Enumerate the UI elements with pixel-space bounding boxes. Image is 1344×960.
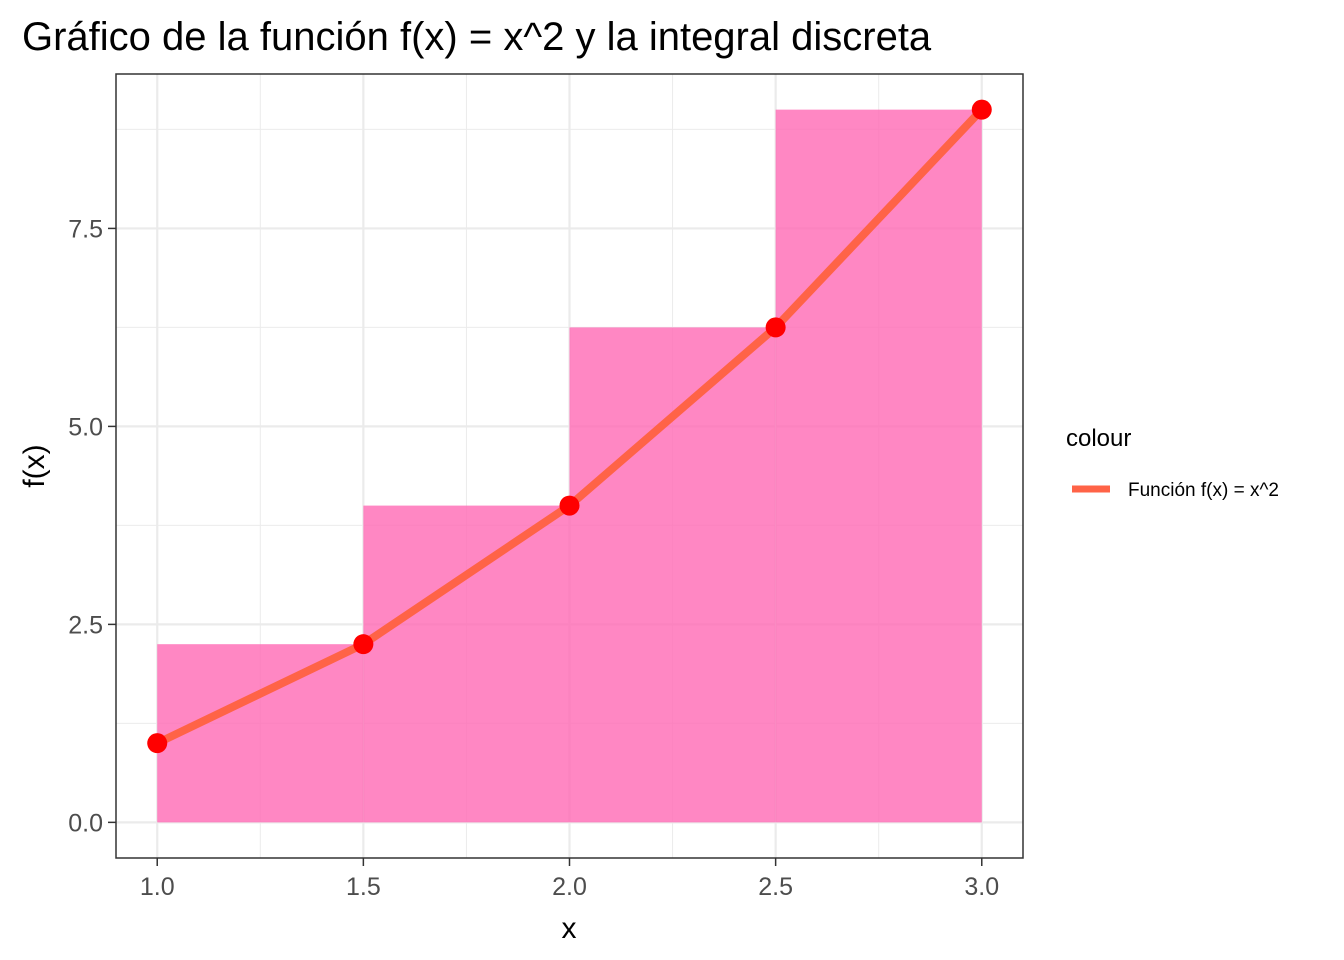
data-point (559, 495, 580, 516)
plot-panel (115, 73, 1024, 859)
x-tick-label: 1.0 (140, 873, 175, 901)
x-axis-title: x (562, 912, 577, 945)
legend-title: colour (1066, 425, 1131, 452)
legend-label: Función f(x) = x^2 (1128, 480, 1279, 501)
data-point (353, 634, 374, 655)
x-tick-label: 2.5 (758, 873, 793, 901)
bar (569, 327, 776, 823)
x-axis: 1.0 1.5 2.0 2.5 3.0 (140, 858, 999, 901)
data-point (147, 733, 168, 754)
y-tick-label: 0.0 (68, 809, 103, 837)
x-tick-label: 1.5 (346, 873, 381, 901)
y-axis: 0.0 2.5 5.0 7.5 (68, 215, 116, 837)
points-group (147, 99, 992, 754)
bars-group (157, 109, 982, 823)
data-point (765, 317, 786, 338)
bar (363, 505, 570, 823)
chart-title: Gráfico de la función f(x) = x^2 y la in… (22, 15, 932, 59)
legend: colour Función f(x) = x^2 (1066, 425, 1279, 501)
x-tick-label: 3.0 (964, 873, 999, 901)
bar (775, 109, 982, 823)
bar (157, 644, 364, 823)
data-point (971, 99, 992, 120)
y-tick-label: 2.5 (68, 611, 103, 639)
y-axis-title: f(x) (18, 444, 51, 487)
y-tick-label: 5.0 (68, 413, 103, 441)
y-tick-label: 7.5 (68, 215, 103, 243)
x-tick-label: 2.0 (552, 873, 587, 901)
